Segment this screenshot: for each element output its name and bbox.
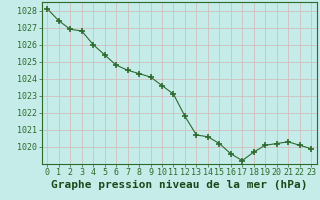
X-axis label: Graphe pression niveau de la mer (hPa): Graphe pression niveau de la mer (hPa) xyxy=(51,180,308,190)
